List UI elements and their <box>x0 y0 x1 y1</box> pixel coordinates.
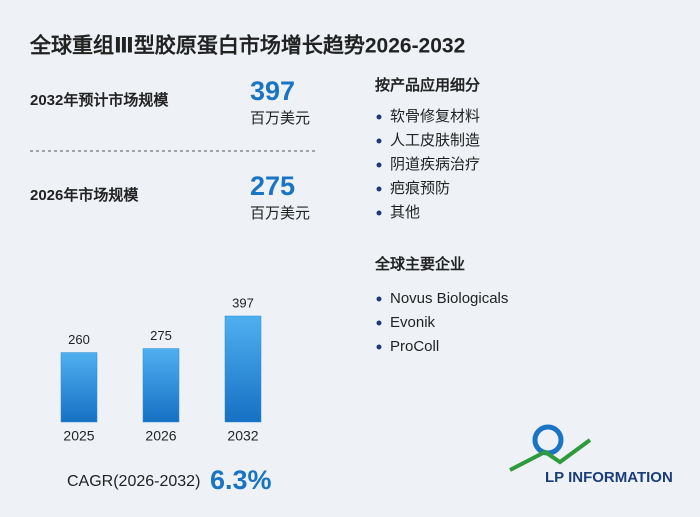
list-item: 人工皮肤制造 <box>390 132 480 149</box>
x-tick-label: 2025 <box>63 428 94 444</box>
value-label: 260 <box>68 332 90 347</box>
logo-swoosh <box>509 438 592 472</box>
bullet <box>376 186 382 192</box>
list-item: Novus Biologicals <box>390 290 508 307</box>
bullet <box>376 344 382 350</box>
value-label: 397 <box>232 295 254 310</box>
list-item: 阴道疾病治疗 <box>390 156 480 173</box>
section-title: 按产品应用细分 <box>375 76 480 94</box>
list-item: 其他 <box>390 204 420 221</box>
x-tick-label: 2032 <box>227 428 258 444</box>
stat-value: 397 <box>250 76 295 106</box>
bar <box>60 352 98 423</box>
logo-text: LP INFORMATION <box>545 469 673 486</box>
cagr-value: 6.3% <box>210 465 272 495</box>
bullet <box>376 138 382 144</box>
list-item: 软骨修复材料 <box>390 107 480 125</box>
list-item: ProColl <box>390 338 439 355</box>
stat-unit: 百万美元 <box>250 205 310 222</box>
x-tick-label: 2026 <box>145 428 176 444</box>
bullet <box>376 210 382 216</box>
section-title: 全球主要企业 <box>374 255 465 273</box>
list-item: 疤痕预防 <box>390 180 450 197</box>
bullet <box>376 114 382 120</box>
bullet <box>376 296 382 302</box>
bullet <box>376 162 382 168</box>
bullet <box>376 320 382 326</box>
stat-label: 2026年市场规模 <box>30 186 139 204</box>
bar <box>224 315 262 423</box>
list-item: Evonik <box>390 314 436 331</box>
stat-unit: 百万美元 <box>250 110 310 127</box>
stat-value: 275 <box>250 171 295 201</box>
logo: LP INFORMATION <box>509 424 673 486</box>
bar <box>142 348 180 423</box>
cagr-label: CAGR(2026-2032) <box>67 473 200 490</box>
title: 全球重组Ⅲ型胶原蛋白市场增长趋势2026-2032 <box>29 34 465 58</box>
stat-label: 2032年预计市场规模 <box>30 91 169 109</box>
value-label: 275 <box>150 328 172 343</box>
